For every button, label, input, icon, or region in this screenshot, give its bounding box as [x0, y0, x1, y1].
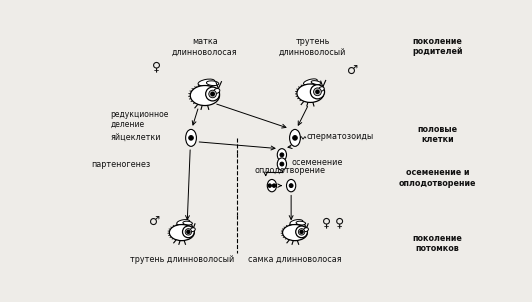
Text: оплодотворение: оплодотворение [255, 166, 326, 175]
Text: трутень длинноволосый: трутень длинноволосый [130, 255, 234, 264]
Circle shape [269, 185, 271, 187]
Text: сперматозоиды: сперматозоиды [306, 132, 374, 141]
Ellipse shape [280, 162, 284, 166]
Text: редукционное
деление: редукционное деление [110, 110, 169, 129]
Text: ♀ ♀: ♀ ♀ [322, 216, 345, 229]
Ellipse shape [268, 184, 271, 187]
Ellipse shape [169, 225, 194, 241]
Ellipse shape [272, 184, 276, 187]
Text: ♀: ♀ [152, 60, 161, 74]
Ellipse shape [282, 225, 307, 241]
Circle shape [294, 136, 296, 140]
Ellipse shape [289, 184, 293, 188]
Ellipse shape [186, 130, 196, 146]
Text: матка
длинноволосая: матка длинноволосая [172, 37, 238, 56]
Ellipse shape [296, 221, 305, 225]
Ellipse shape [190, 228, 195, 232]
Text: поколение
родителей: поколение родителей [412, 37, 463, 56]
Ellipse shape [183, 221, 193, 225]
Ellipse shape [311, 81, 321, 85]
Ellipse shape [182, 226, 194, 238]
Text: половые
клетки: половые клетки [418, 125, 458, 144]
Ellipse shape [277, 158, 287, 170]
Text: партеногенез: партеногенез [91, 160, 150, 169]
Text: осеменение и
оплодотворение: осеменение и оплодотворение [398, 168, 476, 188]
Text: осеменение: осеменение [291, 158, 343, 167]
Ellipse shape [287, 179, 296, 192]
Text: яйцеклетки: яйцеклетки [110, 133, 161, 142]
Circle shape [300, 230, 303, 233]
Text: ♂: ♂ [149, 214, 161, 227]
Ellipse shape [206, 81, 219, 85]
Circle shape [316, 90, 319, 93]
Ellipse shape [297, 84, 324, 102]
Text: ♂: ♂ [347, 64, 359, 77]
Ellipse shape [198, 79, 215, 86]
Ellipse shape [293, 136, 297, 140]
Text: трутень
длинноволосый: трутень длинноволосый [279, 37, 346, 56]
Ellipse shape [277, 149, 287, 161]
Ellipse shape [310, 85, 325, 99]
Ellipse shape [185, 229, 192, 235]
Circle shape [189, 136, 193, 140]
Ellipse shape [267, 179, 277, 192]
Ellipse shape [189, 136, 193, 140]
Circle shape [187, 230, 190, 233]
Circle shape [290, 185, 293, 187]
Ellipse shape [298, 229, 305, 235]
Ellipse shape [289, 130, 301, 146]
Circle shape [211, 92, 214, 96]
Ellipse shape [209, 90, 217, 98]
Ellipse shape [206, 87, 220, 101]
Ellipse shape [177, 220, 190, 225]
Circle shape [281, 163, 283, 165]
Text: самка длинноволосая: самка длинноволосая [248, 255, 342, 264]
Ellipse shape [304, 79, 317, 85]
Ellipse shape [313, 88, 321, 96]
Ellipse shape [296, 226, 307, 238]
Ellipse shape [290, 220, 303, 225]
Text: поколение
потомков: поколение потомков [412, 234, 462, 253]
Ellipse shape [190, 85, 220, 105]
Ellipse shape [319, 87, 324, 91]
Ellipse shape [214, 88, 220, 93]
Ellipse shape [280, 153, 284, 157]
Circle shape [273, 185, 275, 187]
Circle shape [281, 154, 283, 156]
Ellipse shape [303, 228, 309, 232]
